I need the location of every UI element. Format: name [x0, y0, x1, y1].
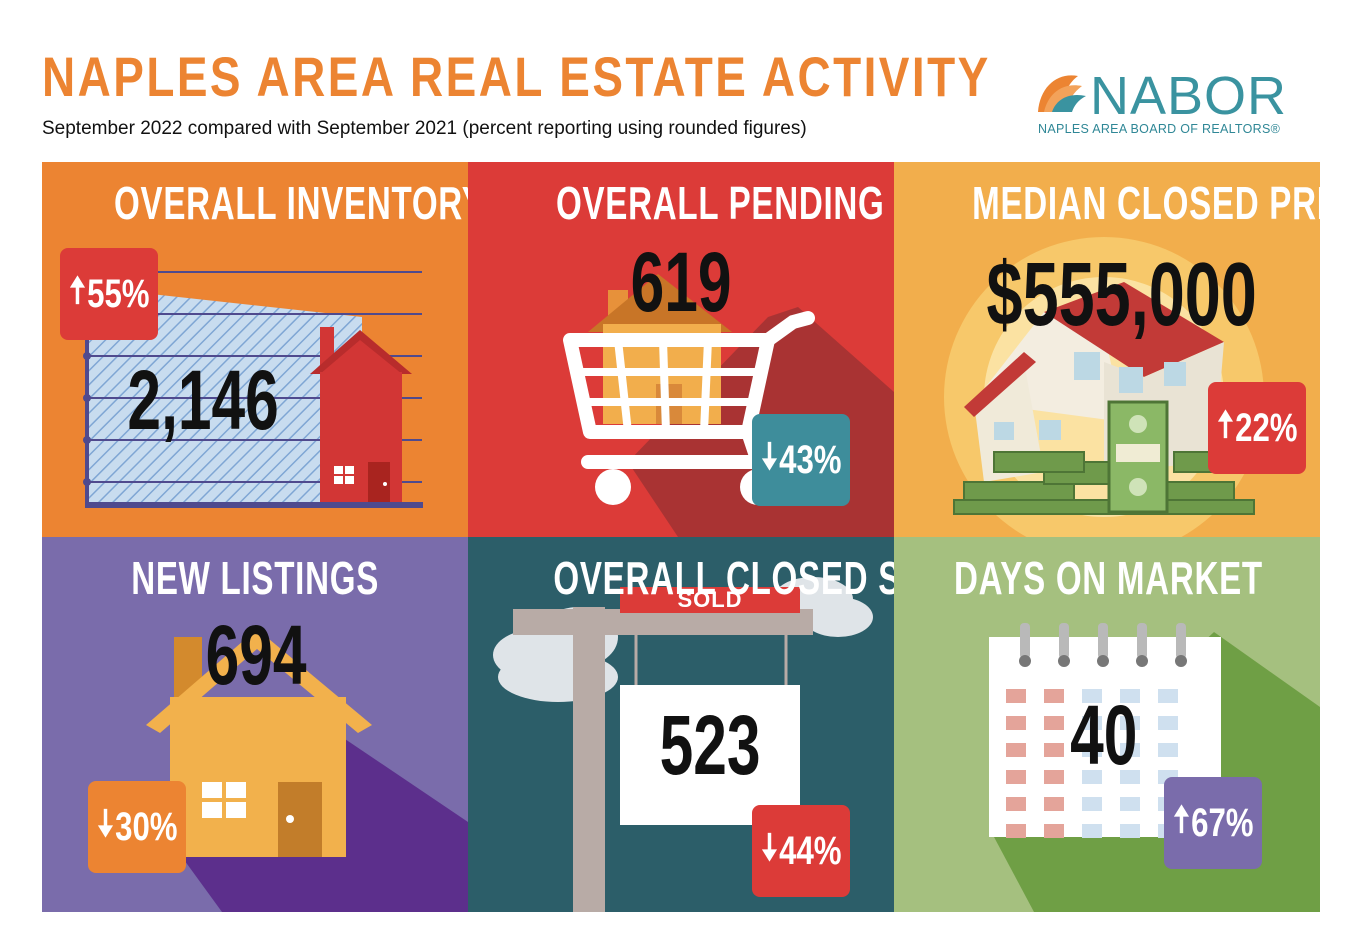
arrow-down-icon: 🠇: [760, 435, 778, 478]
closed-sales-title: OVERALL CLOSED SALES: [553, 552, 894, 604]
bar-chart-house-icon: [83, 267, 423, 508]
new-listings-panel: NEW LISTINGS 694 🠇 30%: [42, 537, 468, 912]
calendar-cell: [1120, 743, 1140, 757]
calendar-cell: [1044, 824, 1064, 838]
calendar-cell: [1044, 716, 1064, 730]
inventory-change-badge: 🠅 55%: [60, 248, 158, 340]
inventory-value: 2,146: [127, 353, 279, 447]
calendar-cell: [1158, 716, 1178, 730]
calendar-cell: [1044, 797, 1064, 811]
median-price-change-badge: 🠅 22%: [1208, 382, 1306, 474]
calendar-cell: [1006, 743, 1026, 757]
sold-label: SOLD: [677, 587, 743, 612]
days-on-market-value: 40: [1070, 688, 1138, 782]
inventory-panel: OVERALL INVENTORY 2,146 🠅 55%: [42, 162, 468, 537]
new-listings-title: NEW LISTINGS: [131, 552, 379, 604]
calendar-cell: [1006, 824, 1026, 838]
calendar-cell: [1006, 770, 1026, 784]
closed-sales-panel: OVERALL CLOSED SALES SOLD 523 🠇44%: [468, 537, 894, 912]
calendar-cell: [1158, 689, 1178, 703]
calendar-cell: [1006, 689, 1026, 703]
arrow-up-icon: 🠅: [1172, 798, 1190, 841]
calendar-cell: [1044, 743, 1064, 757]
stats-grid: OVERALL INVENTORY 2,146 🠅 55%: [42, 162, 1320, 912]
new-listings-value: 694: [205, 608, 307, 702]
days-on-market-title: DAYS ON MARKET: [954, 552, 1263, 604]
arrow-up-icon: 🠅: [68, 269, 86, 312]
days-on-market-panel: DAYS ON MARKET 40 🠅 67%: [894, 537, 1320, 912]
calendar-cell: [1006, 716, 1026, 730]
days-on-market-change-badge: 🠅 67%: [1164, 777, 1262, 869]
arrow-up-icon: 🠅: [1216, 403, 1234, 446]
page-title: NAPLES AREA REAL ESTATE ACTIVITY: [42, 45, 991, 108]
calendar-cell: [1044, 770, 1064, 784]
shell-icon: [1038, 75, 1086, 112]
closed-sales-value: 523: [659, 698, 761, 792]
nabor-logo: NABOR NAPLES AREA BOARD OF REALTORS®: [1034, 66, 1324, 146]
calendar-cell: [1120, 689, 1140, 703]
median-price-title: MEDIAN CLOSED PRICE: [972, 177, 1320, 229]
sold-sign-icon: [493, 577, 873, 912]
calendar-cell: [1006, 797, 1026, 811]
calendar-cell: [1044, 689, 1064, 703]
logo-wordmark: NABOR: [1090, 66, 1288, 126]
arrow-down-icon: 🠇: [760, 826, 778, 869]
calendar-cell: [1082, 770, 1102, 784]
closed-sales-change-badge: 🠇 44%: [752, 805, 850, 897]
pending-change-badge: 🠇 43%: [752, 414, 850, 506]
arrow-down-icon: 🠇: [96, 802, 114, 845]
calendar-cell: [1082, 824, 1102, 838]
calendar-cell: [1082, 743, 1102, 757]
calendar-cell: [1082, 689, 1102, 703]
logo-tagline: NAPLES AREA BOARD OF REALTORS®: [1038, 122, 1281, 136]
pending-panel: OVERALL PENDING SALES 619 🠇43%: [468, 162, 894, 537]
calendar-cell: [1120, 770, 1140, 784]
calendar-cell: [1120, 716, 1140, 730]
median-price-value: $555,000: [986, 245, 1257, 345]
calendar-cell: [1082, 716, 1102, 730]
new-listings-change-badge: 🠇 30%: [88, 781, 186, 873]
calendar-cell: [1120, 824, 1140, 838]
page-subtitle: September 2022 compared with September 2…: [42, 118, 807, 139]
house-icon: [146, 629, 468, 912]
calendar-cell: [1082, 797, 1102, 811]
pending-value: 619: [630, 235, 732, 329]
house-money-icon: [944, 237, 1264, 537]
pending-title: OVERALL PENDING SALES: [555, 177, 894, 229]
inventory-title: OVERALL INVENTORY: [114, 177, 468, 229]
calendar-cell: [1120, 797, 1140, 811]
calendar-cell: [1158, 743, 1178, 757]
median-price-panel: MEDIAN CLOSED PRICE $555,000 🠅22%: [894, 162, 1320, 537]
